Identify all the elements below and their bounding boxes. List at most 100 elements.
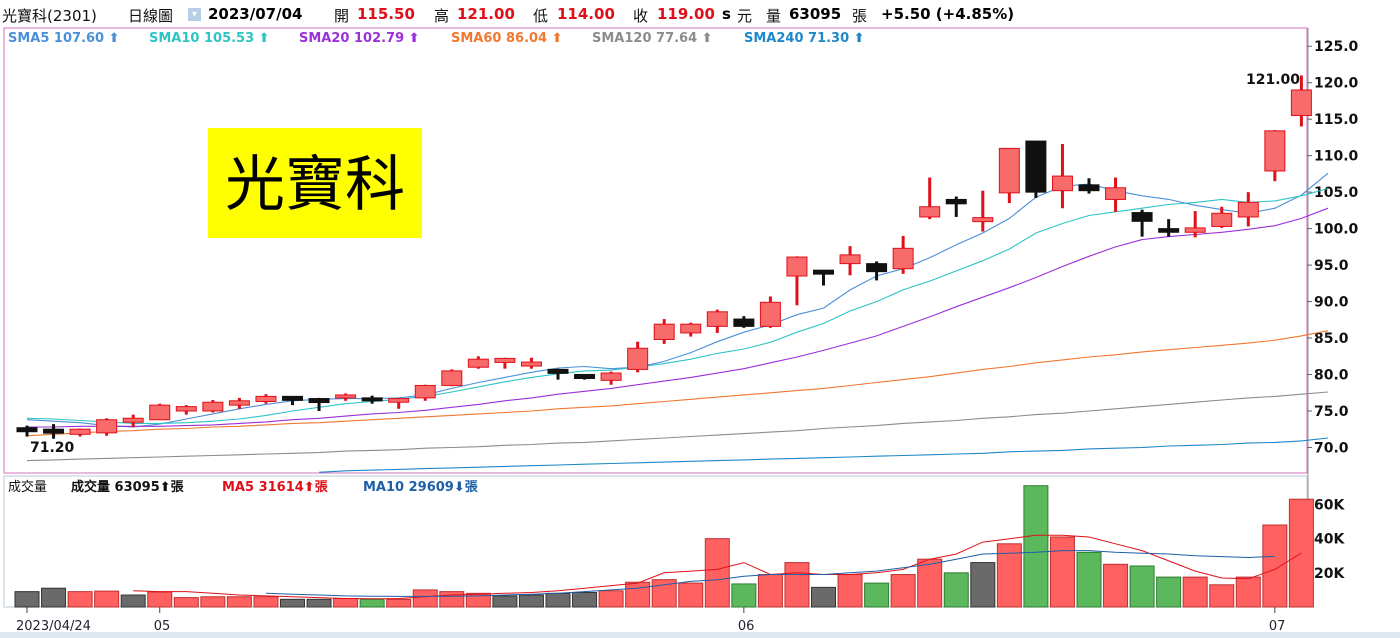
close-label: 收 bbox=[633, 7, 649, 25]
candle bbox=[1184, 211, 1206, 238]
candle-body bbox=[1078, 184, 1100, 192]
candle bbox=[494, 357, 516, 369]
ma-line-sma120 bbox=[26, 391, 1329, 462]
candle-body bbox=[308, 398, 330, 404]
candle-body bbox=[520, 361, 542, 367]
volume-bar bbox=[731, 583, 757, 608]
candle bbox=[945, 196, 967, 217]
volume-label: 量 bbox=[766, 7, 782, 25]
price-tick-label: 125.0 bbox=[1314, 39, 1359, 55]
candle-body bbox=[574, 373, 596, 379]
candle-body bbox=[228, 400, 250, 406]
volume-legend-ma5: MA5 31614⬆張 bbox=[222, 480, 329, 495]
period-dropdown-icon[interactable]: ▾ bbox=[188, 8, 201, 21]
price-tick-label: 110.0 bbox=[1314, 149, 1359, 165]
volume-bar bbox=[94, 590, 120, 608]
candle-body bbox=[1131, 212, 1153, 222]
high-label: 高 bbox=[434, 7, 450, 25]
volume-bar bbox=[864, 582, 890, 608]
volume-bar bbox=[14, 591, 40, 608]
ma-legend-sma10: SMA10 105.53 ⬆ bbox=[149, 31, 270, 46]
candle-body bbox=[255, 395, 277, 403]
candle-body bbox=[1158, 228, 1180, 233]
price-unit-s: s bbox=[722, 5, 731, 23]
candle bbox=[1078, 178, 1100, 194]
volume-unit: 張 bbox=[852, 7, 868, 25]
x-label-jun: 06 bbox=[738, 619, 755, 634]
price-panel-frame bbox=[3, 27, 1308, 474]
stock-name[interactable]: 光寶科(2301) bbox=[2, 7, 97, 25]
volume-bar bbox=[359, 598, 385, 608]
candle-body bbox=[202, 401, 224, 412]
volume-bar bbox=[1235, 576, 1261, 608]
volume-bar bbox=[41, 587, 67, 608]
period-label[interactable]: 日線圖 bbox=[128, 7, 174, 25]
volume-bar bbox=[704, 538, 730, 608]
volume-bar bbox=[1023, 485, 1049, 608]
candle bbox=[627, 341, 649, 373]
volume-ma-line-ma10 bbox=[265, 550, 1275, 597]
ma-legend-sma120: SMA120 77.64 ⬆ bbox=[592, 31, 713, 46]
ma-line-sma10 bbox=[26, 187, 1329, 424]
candle-body bbox=[972, 217, 994, 223]
price-tick-label: 80.0 bbox=[1314, 368, 1349, 384]
candle-body bbox=[1105, 187, 1127, 200]
candle-body bbox=[600, 372, 622, 381]
candle-body bbox=[1264, 130, 1286, 172]
candle-body bbox=[43, 428, 65, 434]
volume-bar bbox=[120, 594, 146, 608]
candle bbox=[998, 147, 1020, 204]
volume-bar bbox=[1076, 551, 1102, 608]
candle bbox=[574, 373, 596, 380]
candle bbox=[335, 393, 357, 401]
candle bbox=[866, 261, 888, 281]
candle bbox=[653, 319, 675, 344]
candle bbox=[1237, 192, 1259, 227]
candle bbox=[1264, 130, 1286, 182]
volume-bar bbox=[545, 592, 571, 608]
candle-body bbox=[282, 395, 303, 401]
candle-body bbox=[16, 427, 38, 433]
candle bbox=[467, 356, 489, 369]
ma-line-sma20 bbox=[27, 207, 1329, 428]
candle-body bbox=[706, 311, 728, 327]
volume-bar bbox=[518, 594, 544, 608]
candle bbox=[282, 395, 303, 406]
volume-bar bbox=[147, 591, 173, 608]
candle-body bbox=[1211, 212, 1233, 227]
price-tick-label: 120.0 bbox=[1314, 76, 1359, 92]
volume-ma-line-ma5 bbox=[133, 534, 1302, 600]
price-tick-label: 105.0 bbox=[1314, 185, 1359, 201]
volume-tick-label: 20K bbox=[1314, 566, 1345, 582]
volume-bar bbox=[200, 596, 226, 608]
volume-bar bbox=[757, 574, 783, 608]
chart-scrollbar[interactable] bbox=[0, 632, 1400, 638]
volume-bar bbox=[811, 586, 836, 608]
candle bbox=[1025, 140, 1047, 198]
volume-legend-vol: 成交量 63095⬆張 bbox=[71, 479, 185, 495]
candle-body bbox=[1184, 227, 1206, 233]
candle-body bbox=[175, 406, 197, 412]
x-label-jul: 07 bbox=[1269, 619, 1286, 634]
price-tick-label: 95.0 bbox=[1314, 258, 1349, 274]
volume-bar bbox=[386, 598, 412, 608]
price-tick-label: 90.0 bbox=[1314, 295, 1349, 311]
volume-bar bbox=[837, 574, 863, 608]
candle bbox=[1158, 219, 1180, 237]
volume-tick-label: 60K bbox=[1314, 498, 1345, 514]
volume-bar bbox=[280, 598, 305, 608]
candle bbox=[1105, 177, 1127, 212]
volume-bar bbox=[67, 591, 93, 608]
candle bbox=[547, 368, 569, 380]
volume-bar bbox=[890, 574, 916, 608]
volume-bar bbox=[173, 597, 199, 608]
open-label: 開 bbox=[334, 7, 350, 25]
candle bbox=[919, 177, 941, 220]
x-label-start: 2023/04/24 bbox=[16, 619, 91, 634]
volume-bar bbox=[598, 590, 624, 608]
high-value: 121.00 bbox=[457, 5, 515, 23]
watermark-text: 光寶科 bbox=[225, 150, 405, 220]
candle-body bbox=[680, 323, 702, 334]
volume-bar bbox=[1209, 584, 1235, 608]
